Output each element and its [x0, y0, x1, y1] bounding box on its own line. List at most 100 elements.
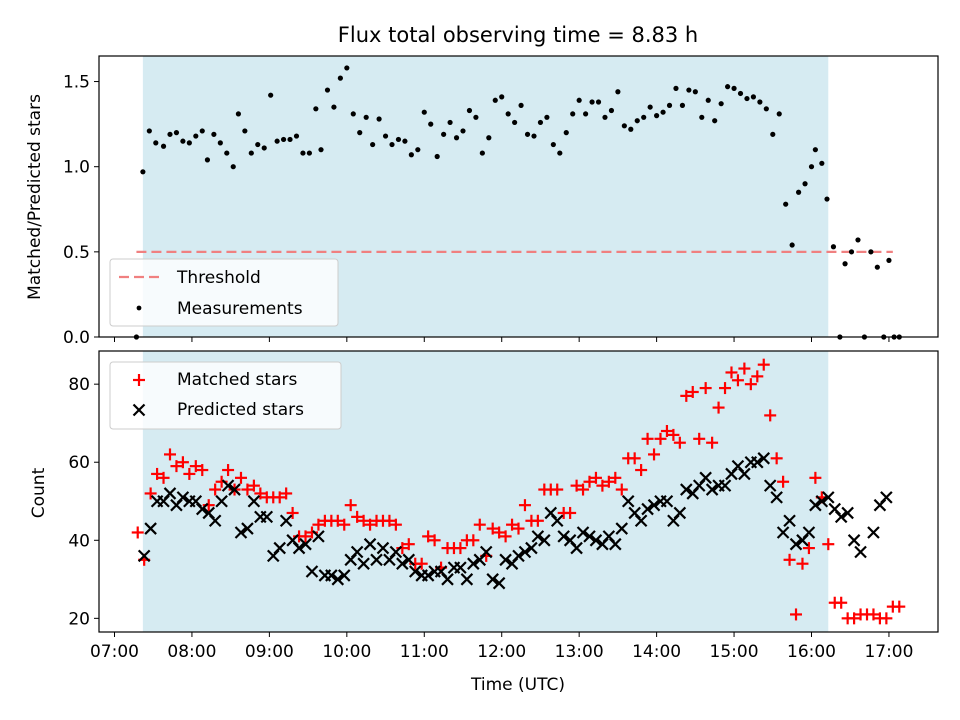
- measurement-point: [563, 130, 569, 136]
- matched-point: [615, 483, 628, 496]
- matched-point: [712, 401, 725, 414]
- matched-point: [570, 479, 583, 492]
- legend-measurements-swatch: [136, 305, 142, 311]
- predicted-point: [783, 514, 796, 528]
- matched-point: [706, 436, 719, 449]
- measurement-point: [776, 111, 782, 117]
- ratio-panel: 0.0 0.5 1.0 1.5 Matched/Predicted stars Thr…: [25, 55, 939, 348]
- matched-point: [338, 518, 351, 531]
- measurement-point: [186, 140, 192, 146]
- matched-point: [151, 467, 164, 480]
- measurement-point: [306, 150, 312, 156]
- predicted-point: [867, 526, 880, 539]
- matched-point: [744, 378, 757, 391]
- matched-point: [699, 382, 712, 395]
- measurement-point: [660, 109, 666, 115]
- matched-point: [389, 518, 402, 531]
- predicted-point: [854, 545, 867, 559]
- matched-point: [499, 530, 512, 543]
- measurement-point: [544, 114, 550, 120]
- measurement-point: [518, 102, 524, 108]
- predicted-point-b: [312, 530, 325, 543]
- matched-point: [415, 557, 428, 570]
- measurement-point: [868, 249, 874, 255]
- measurement-point: [357, 130, 363, 136]
- predicted-point-b: [763, 479, 777, 492]
- measurement-point: [447, 119, 453, 126]
- measurement-point: [140, 169, 146, 175]
- predicted-point: [550, 514, 564, 528]
- matched-point: [667, 428, 680, 441]
- matched-point: [648, 448, 661, 461]
- predicted-point-b: [751, 455, 764, 469]
- measurement-point: [795, 189, 802, 195]
- matched-point: [641, 432, 654, 445]
- predicted-point-b: [234, 526, 248, 539]
- ratio-y-tick-label: 0.0: [63, 328, 90, 348]
- matched-point: [725, 366, 738, 379]
- measurement-point: [193, 133, 199, 139]
- matched-point: [764, 409, 777, 422]
- measurement-point: [331, 104, 337, 110]
- predicted-point-b: [705, 483, 719, 496]
- predicted-point: [763, 479, 777, 492]
- predicted-point-b: [279, 514, 293, 528]
- measurement-point: [486, 135, 492, 141]
- ratio-y-axis-label: Matched/Predicted stars: [25, 94, 45, 300]
- x-tick-label: 16:00: [787, 642, 836, 662]
- predicted-point-b: [770, 491, 783, 504]
- measurement-point: [408, 152, 414, 158]
- measurement-point: [453, 135, 460, 141]
- predicted-point-b: [602, 530, 616, 543]
- predicted-point-b: [241, 522, 254, 535]
- predicted-point-b: [809, 498, 822, 512]
- predicted-point-b: [512, 549, 525, 563]
- measurement-point: [211, 131, 217, 137]
- predicted-point-b: [195, 502, 209, 516]
- measurement-point: [318, 147, 324, 153]
- measurement-point: [466, 107, 473, 114]
- predicted-point-b: [350, 545, 364, 559]
- matched-point: [602, 475, 615, 488]
- measurement-point: [428, 121, 434, 127]
- measurement-point: [583, 111, 589, 117]
- measurement-point: [204, 157, 211, 163]
- predicted-point: [705, 483, 719, 496]
- legend-threshold-label: Threshold: [176, 268, 261, 288]
- measurement-point: [666, 102, 673, 108]
- measurement-point: [230, 164, 236, 170]
- predicted-point: [299, 537, 312, 551]
- predicted-point: [789, 537, 803, 551]
- x-tick-label: 14:00: [632, 642, 681, 662]
- measurement-point: [537, 119, 544, 126]
- matched-point: [577, 483, 590, 496]
- predicted-point: [292, 541, 306, 555]
- matched-point: [583, 475, 596, 488]
- predicted-point-b: [518, 545, 532, 559]
- matched-point: [196, 464, 209, 477]
- measurement-point: [280, 136, 287, 143]
- measurement-point: [395, 136, 402, 143]
- measurement-point: [874, 264, 880, 270]
- predicted-point-b: [609, 537, 622, 551]
- measurement-point: [750, 94, 757, 100]
- predicted-point-b: [828, 502, 842, 516]
- predicted-point: [273, 541, 286, 555]
- measurement-point: [376, 116, 382, 122]
- predicted-point-b: [441, 573, 454, 586]
- count-y-tick-label: 20: [68, 609, 90, 629]
- predicted-point-b: [305, 565, 319, 578]
- matched-point: [189, 460, 202, 473]
- predicted-point: [660, 494, 674, 508]
- predicted-point: [260, 510, 274, 524]
- count-series: [131, 358, 906, 625]
- matched-point: [364, 518, 377, 531]
- predicted-point: [822, 491, 835, 504]
- predicted-point-b: [634, 514, 648, 528]
- matched-point: [422, 530, 435, 543]
- measurement-point: [153, 140, 159, 146]
- predicted-point-b: [570, 541, 583, 555]
- measurement-point: [783, 201, 789, 207]
- measurement-point: [654, 113, 660, 119]
- x-tick-label: 11:00: [400, 642, 449, 662]
